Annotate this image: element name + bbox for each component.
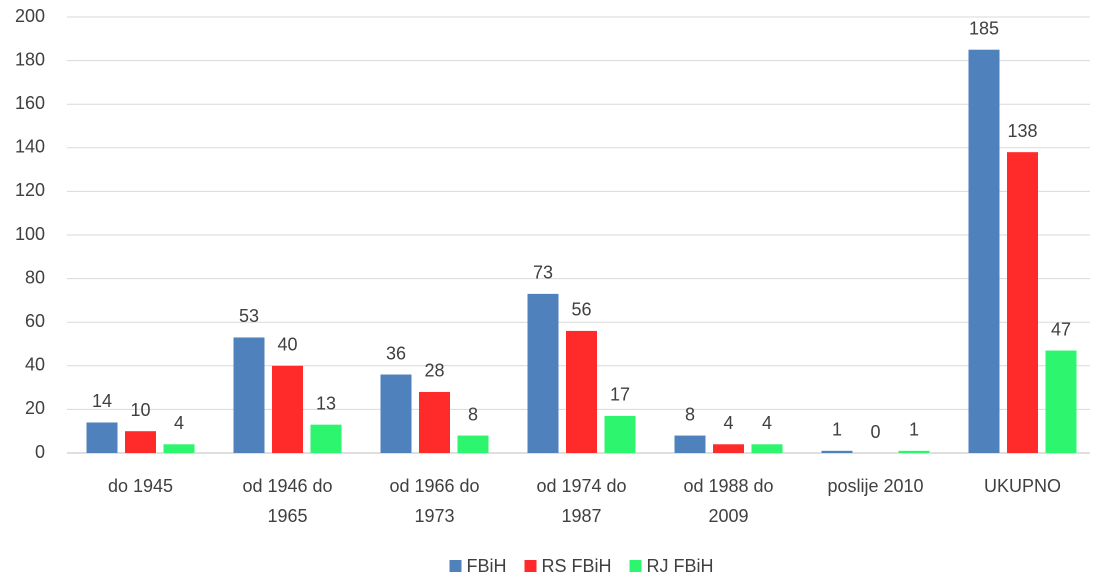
value-label: 8	[685, 404, 695, 424]
y-tick-label: 120	[15, 180, 45, 200]
value-label: 40	[277, 335, 297, 355]
value-label: 53	[239, 306, 259, 326]
bar	[604, 415, 636, 453]
y-tick-label: 180	[15, 49, 45, 69]
y-tick-label: 80	[25, 267, 45, 287]
y-tick-label: 60	[25, 311, 45, 331]
x-tick-label: poslije 2010	[827, 476, 923, 496]
legend-swatch	[524, 560, 537, 572]
y-tick-label: 100	[15, 224, 45, 244]
legend: FBiH RS FBiH RJ FBiH	[449, 556, 714, 576]
legend-swatch	[629, 560, 642, 572]
x-tick-line: od 1966 do	[389, 476, 479, 496]
bar	[86, 422, 118, 453]
legend-label: RS FBiH	[541, 556, 611, 576]
bar	[233, 337, 265, 453]
value-label: 8	[468, 404, 478, 424]
x-tick-label: UKUPNO	[984, 476, 1061, 496]
bar	[125, 431, 156, 453]
value-label: 10	[130, 400, 150, 420]
y-tick-label: 40	[25, 355, 45, 375]
bar	[1007, 152, 1038, 453]
x-tick-line: 1973	[414, 506, 454, 526]
legend-label: RJ FBiH	[647, 556, 714, 576]
value-label: 138	[1007, 121, 1037, 141]
x-tick-line: poslije 2010	[827, 476, 923, 496]
bar	[968, 49, 1000, 453]
value-label: 4	[174, 413, 184, 433]
bar	[310, 424, 342, 453]
y-tick-label: 200	[15, 6, 45, 26]
bar	[457, 435, 489, 453]
value-label: 28	[424, 361, 444, 381]
bar	[527, 293, 559, 453]
bar	[674, 435, 706, 453]
value-label: 1	[909, 420, 919, 440]
value-label: 0	[870, 422, 880, 442]
x-tick-line: 1987	[561, 506, 601, 526]
bar	[566, 330, 597, 453]
x-tick-line: od 1974 do	[536, 476, 626, 496]
x-tick-line: do 1945	[108, 476, 173, 496]
value-label: 17	[610, 385, 630, 405]
x-tick-label: od 1966 do 1973	[389, 476, 479, 526]
y-tick-label: 20	[25, 398, 45, 418]
value-label: 73	[533, 263, 553, 283]
x-tick-line: od 1988 do	[683, 476, 773, 496]
y-tick-label: 140	[15, 137, 45, 157]
legend-label: FBiH	[466, 556, 506, 576]
value-label: 4	[762, 413, 772, 433]
x-tick-line: 1965	[267, 506, 307, 526]
bar	[272, 365, 303, 453]
value-label: 36	[386, 343, 406, 363]
x-tick-label: do 1945	[108, 476, 173, 496]
bar	[751, 444, 783, 453]
bar	[419, 391, 450, 453]
y-tick-label: 160	[15, 93, 45, 113]
value-label: 185	[969, 18, 999, 38]
bar	[1045, 350, 1077, 453]
value-label: 47	[1051, 319, 1071, 339]
x-tick-line: od 1946 do	[242, 476, 332, 496]
value-label: 4	[723, 413, 733, 433]
value-label: 1	[832, 420, 842, 440]
value-label: 13	[316, 393, 336, 413]
x-tick-label: od 1988 do 2009	[683, 476, 773, 526]
value-label: 56	[571, 300, 591, 320]
x-tick-label: od 1974 do 1987	[536, 476, 626, 526]
x-tick-label: od 1946 do 1965	[242, 476, 332, 526]
value-label: 14	[92, 391, 112, 411]
x-tick-line: 2009	[708, 506, 748, 526]
legend-swatch	[449, 560, 462, 572]
bar	[898, 450, 930, 453]
bar	[713, 444, 744, 453]
bar	[163, 444, 195, 453]
bar	[821, 450, 853, 453]
x-tick-line: UKUPNO	[984, 476, 1061, 496]
y-tick-label: 0	[35, 442, 45, 462]
bar	[380, 374, 412, 453]
